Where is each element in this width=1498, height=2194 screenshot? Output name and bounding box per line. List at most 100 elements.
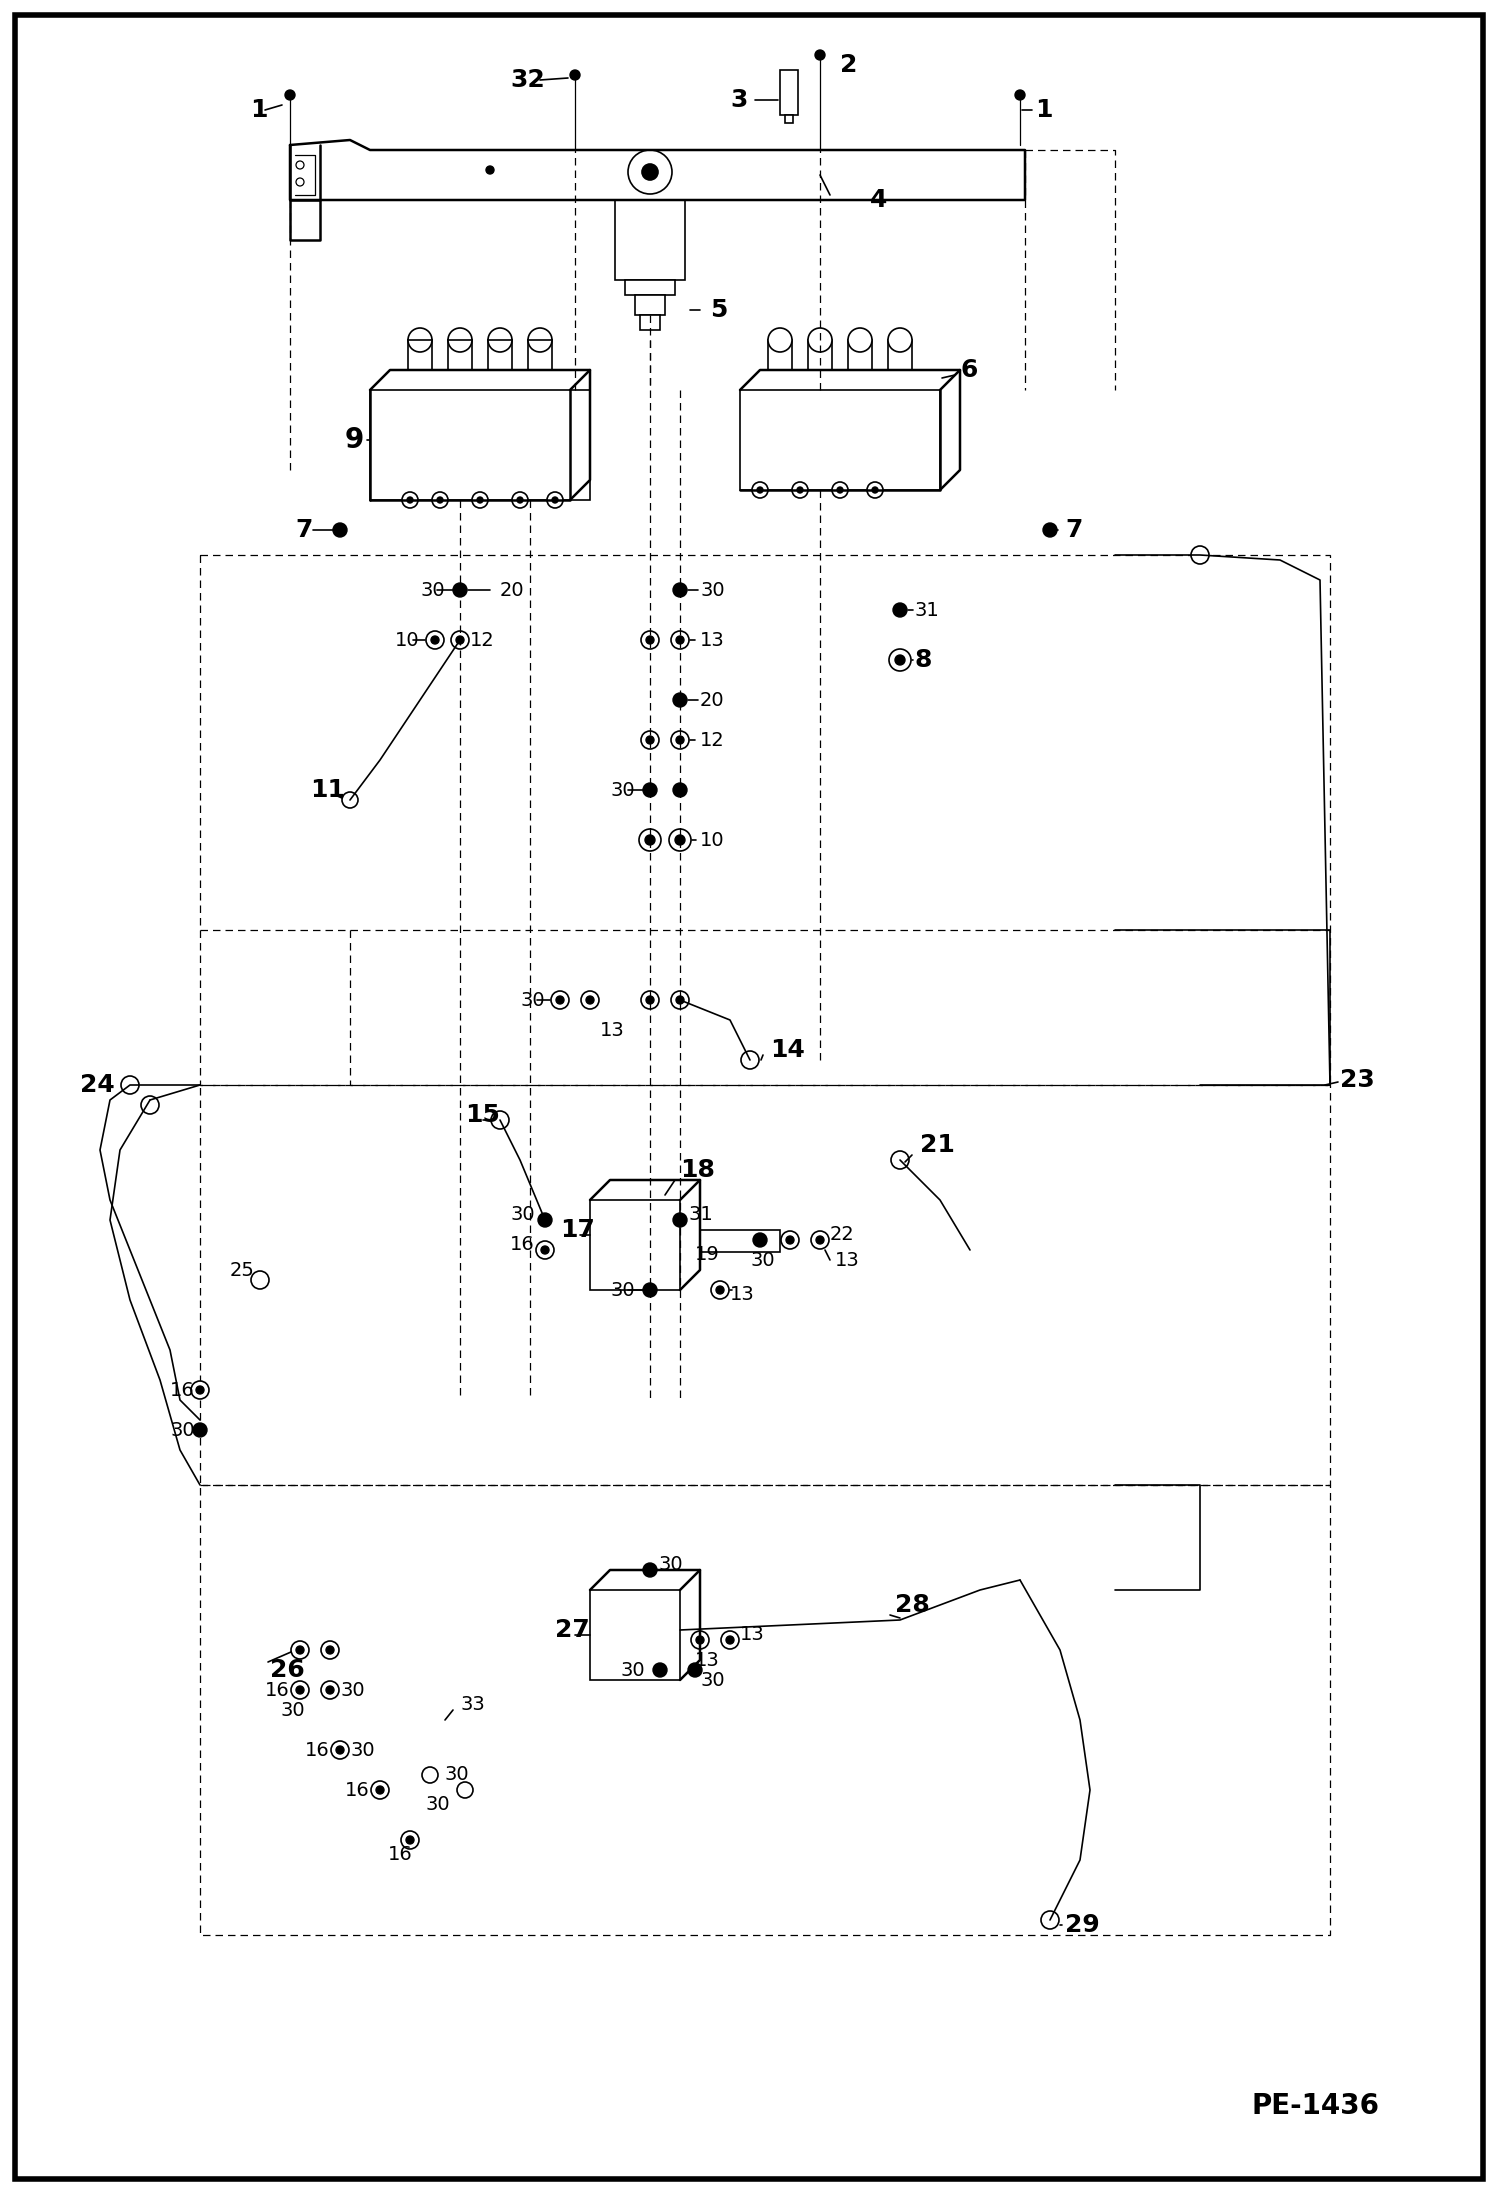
Circle shape: [780, 1231, 798, 1248]
Circle shape: [451, 632, 469, 649]
Circle shape: [485, 167, 494, 173]
Circle shape: [333, 522, 348, 538]
Circle shape: [756, 487, 762, 494]
Text: 21: 21: [920, 1132, 954, 1156]
Circle shape: [488, 327, 512, 351]
Text: 30: 30: [700, 1670, 725, 1689]
Text: 13: 13: [730, 1286, 755, 1305]
Circle shape: [291, 1681, 309, 1698]
Circle shape: [646, 636, 655, 645]
Circle shape: [753, 1233, 767, 1246]
Circle shape: [1043, 522, 1058, 538]
Text: 30: 30: [610, 781, 635, 799]
Circle shape: [676, 996, 685, 1005]
Bar: [740, 391, 941, 489]
Text: 27: 27: [554, 1617, 590, 1641]
Circle shape: [431, 636, 439, 645]
Circle shape: [342, 792, 358, 807]
Circle shape: [285, 90, 295, 101]
Circle shape: [810, 1231, 828, 1248]
Circle shape: [376, 1786, 383, 1795]
Circle shape: [653, 1663, 667, 1676]
Text: 30: 30: [658, 1556, 683, 1575]
Circle shape: [752, 483, 768, 498]
Bar: [780, 70, 798, 114]
Text: 19: 19: [695, 1246, 719, 1264]
Circle shape: [327, 1685, 334, 1694]
Text: 16: 16: [169, 1380, 195, 1400]
Circle shape: [742, 1051, 759, 1068]
Circle shape: [646, 735, 655, 744]
Circle shape: [141, 1097, 159, 1115]
Text: 26: 26: [270, 1659, 304, 1683]
Circle shape: [121, 1075, 139, 1095]
Text: 13: 13: [834, 1251, 860, 1270]
Bar: [590, 1200, 680, 1290]
Text: 30: 30: [340, 1681, 364, 1700]
Text: 10: 10: [395, 630, 419, 649]
Bar: [635, 294, 665, 316]
Text: 30: 30: [280, 1700, 304, 1720]
Text: 17: 17: [560, 1218, 595, 1242]
Circle shape: [297, 160, 304, 169]
Text: 30: 30: [419, 581, 445, 599]
Circle shape: [491, 1110, 509, 1130]
Circle shape: [452, 584, 467, 597]
Circle shape: [407, 498, 413, 502]
Circle shape: [193, 1424, 207, 1437]
Circle shape: [586, 996, 595, 1005]
Circle shape: [641, 992, 659, 1009]
Circle shape: [581, 992, 599, 1009]
Circle shape: [792, 483, 807, 498]
Circle shape: [673, 1213, 688, 1226]
Bar: [785, 114, 792, 123]
Circle shape: [691, 1630, 709, 1650]
Circle shape: [406, 1836, 413, 1843]
Text: 13: 13: [695, 1650, 719, 1670]
Circle shape: [891, 1152, 909, 1169]
Text: 18: 18: [680, 1158, 715, 1183]
Circle shape: [837, 487, 843, 494]
Text: 31: 31: [688, 1205, 713, 1224]
Circle shape: [646, 996, 655, 1005]
Text: 30: 30: [351, 1740, 374, 1760]
Bar: [201, 555, 1330, 1086]
Circle shape: [297, 178, 304, 186]
Circle shape: [676, 636, 685, 645]
Text: 24: 24: [79, 1073, 115, 1097]
Circle shape: [401, 1832, 419, 1850]
Circle shape: [536, 1242, 554, 1259]
Circle shape: [192, 1380, 210, 1400]
Circle shape: [327, 1646, 334, 1654]
Circle shape: [688, 1663, 703, 1676]
Text: 30: 30: [509, 1205, 535, 1224]
Circle shape: [641, 632, 659, 649]
Circle shape: [551, 992, 569, 1009]
Circle shape: [1016, 90, 1025, 101]
Text: 12: 12: [470, 630, 494, 649]
Circle shape: [867, 483, 882, 498]
Text: 13: 13: [700, 630, 725, 649]
Text: 13: 13: [601, 1020, 625, 1040]
Text: 15: 15: [464, 1104, 500, 1128]
Circle shape: [1191, 546, 1209, 564]
Text: 5: 5: [710, 298, 728, 323]
Circle shape: [331, 1742, 349, 1760]
Bar: [768, 340, 792, 371]
Circle shape: [291, 1641, 309, 1659]
Bar: [640, 316, 661, 329]
Text: 11: 11: [310, 779, 345, 803]
Text: 8: 8: [915, 647, 932, 671]
Circle shape: [321, 1641, 339, 1659]
Circle shape: [671, 632, 689, 649]
Bar: [527, 340, 551, 371]
Circle shape: [670, 829, 691, 851]
Circle shape: [712, 1281, 730, 1299]
Bar: [848, 340, 872, 371]
Circle shape: [547, 491, 563, 509]
Bar: [625, 281, 676, 294]
Circle shape: [422, 1766, 437, 1784]
Circle shape: [815, 50, 825, 59]
Circle shape: [673, 783, 688, 796]
Bar: [616, 200, 685, 281]
